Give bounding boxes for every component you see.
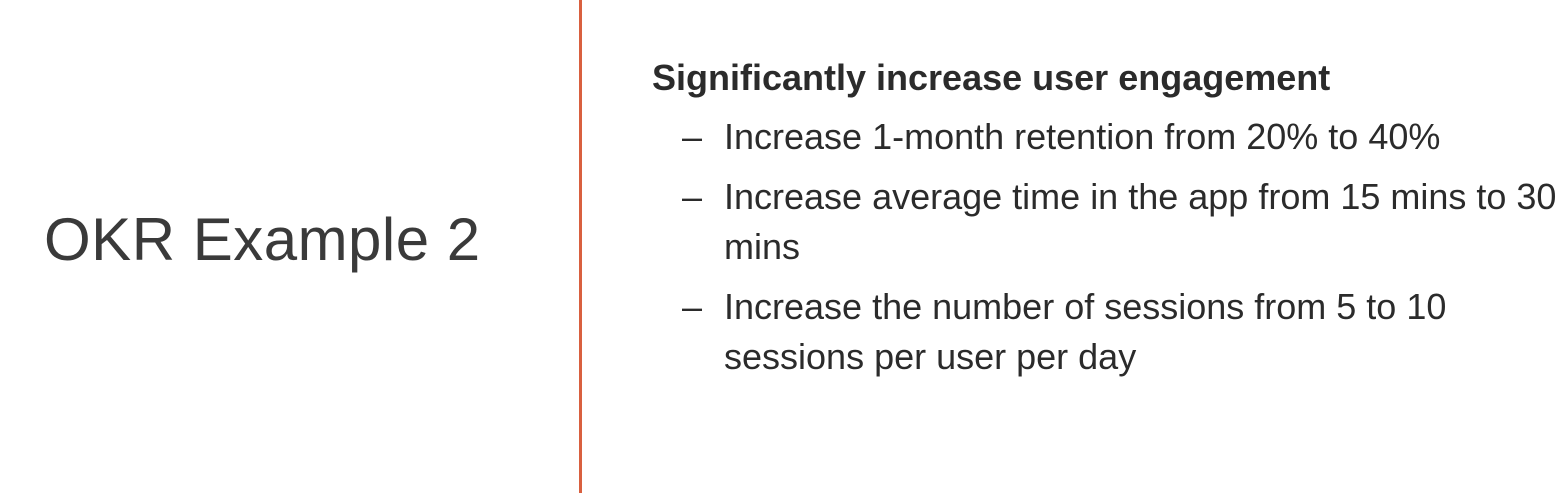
key-result-item: – Increase the number of sessions from 5… — [652, 282, 1562, 382]
slide-title: OKR Example 2 — [44, 206, 481, 273]
key-results-list: – Increase 1-month retention from 20% to… — [652, 112, 1562, 382]
dash-bullet-icon: – — [682, 176, 703, 217]
key-result-text: Increase 1-month retention from 20% to 4… — [724, 116, 1441, 157]
key-result-item: – Increase 1-month retention from 20% to… — [652, 112, 1562, 162]
okr-content: Significantly increase user engagement –… — [652, 56, 1562, 392]
key-result-text: Increase average time in the app from 15… — [724, 176, 1557, 267]
objective-heading: Significantly increase user engagement — [652, 57, 1331, 98]
key-result-text: Increase the number of sessions from 5 t… — [724, 286, 1447, 377]
dash-bullet-icon: – — [682, 116, 703, 157]
dash-bullet-icon: – — [682, 286, 703, 327]
vertical-divider — [579, 0, 582, 493]
key-result-item: – Increase average time in the app from … — [652, 172, 1562, 272]
